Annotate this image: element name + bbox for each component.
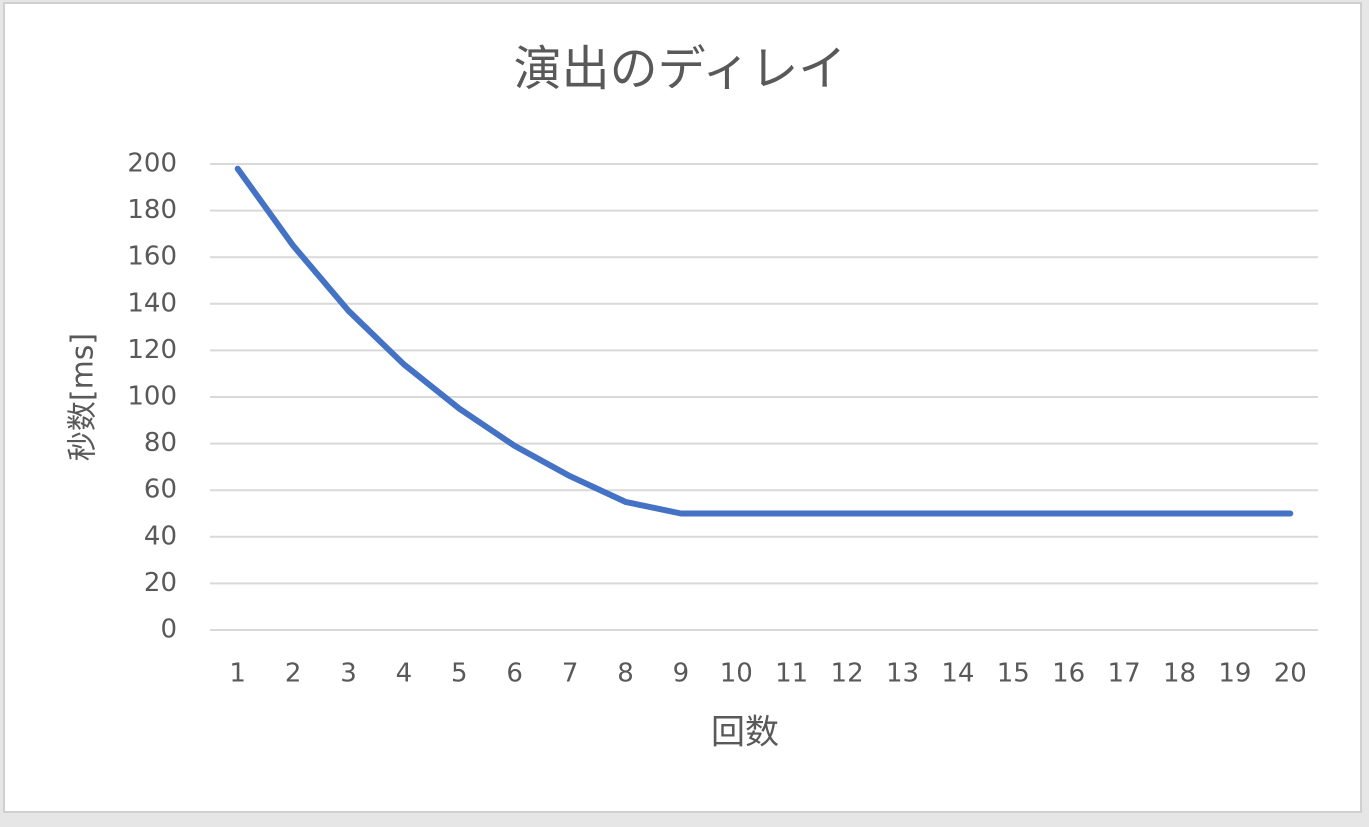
y-tick-label: 160 <box>127 242 177 272</box>
x-tick-label: 20 <box>1274 659 1307 689</box>
data-line <box>234 165 1294 517</box>
x-tick-label: 7 <box>562 659 579 689</box>
y-tick-label: 20 <box>144 568 177 598</box>
x-tick-label: 13 <box>886 659 919 689</box>
y-tick-label: 100 <box>127 382 177 412</box>
x-tick-label: 9 <box>673 659 690 689</box>
x-tick-label: 2 <box>285 659 302 689</box>
x-tick-label: 12 <box>831 659 864 689</box>
x-tick-label: 10 <box>720 659 753 689</box>
y-tick-label: 120 <box>127 335 177 365</box>
chart-area <box>3 2 1362 813</box>
x-tick-label: 1 <box>229 659 246 689</box>
x-tick-label: 3 <box>340 659 357 689</box>
y-axis-title: 秒数[ms] <box>66 333 101 461</box>
y-tick-label: 0 <box>160 615 177 645</box>
x-tick-label: 11 <box>775 659 808 689</box>
y-tick-label: 80 <box>144 428 177 458</box>
x-tick-label: 15 <box>997 659 1030 689</box>
x-axis-title: 回数 <box>711 713 779 753</box>
x-tick-label: 19 <box>1218 659 1251 689</box>
x-tick-label: 8 <box>617 659 634 689</box>
x-tick-label: 6 <box>506 659 523 689</box>
x-tick-label: 4 <box>396 659 413 689</box>
y-tick-label: 40 <box>144 521 177 551</box>
y-tick-label: 180 <box>127 195 177 225</box>
y-tick-label: 140 <box>127 288 177 318</box>
x-tick-label: 5 <box>451 659 468 689</box>
y-tick-label: 60 <box>144 475 177 505</box>
chart-title: 演出のディレイ <box>514 41 847 97</box>
x-tick-label: 16 <box>1052 659 1085 689</box>
x-tick-label: 17 <box>1108 659 1141 689</box>
x-tick-label: 18 <box>1163 659 1196 689</box>
y-tick-label: 200 <box>127 149 177 179</box>
x-tick-label: 14 <box>941 659 974 689</box>
